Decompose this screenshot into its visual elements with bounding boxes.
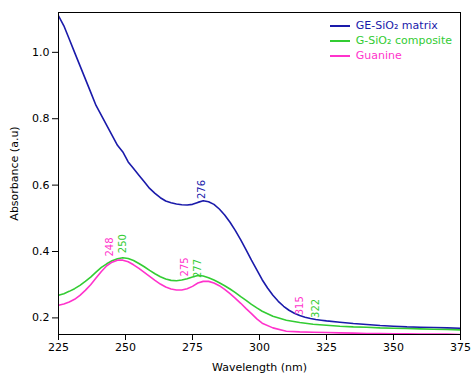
svg-text:0.2: 0.2: [32, 311, 50, 324]
svg-text:0.8: 0.8: [32, 112, 50, 125]
svg-text:250: 250: [115, 341, 136, 354]
svg-text:315: 315: [294, 296, 305, 315]
svg-text:322: 322: [310, 299, 321, 318]
svg-text:0.4: 0.4: [32, 245, 50, 258]
svg-text:Wavelength (nm): Wavelength (nm): [212, 361, 307, 374]
svg-text:350: 350: [383, 341, 404, 354]
svg-text:275: 275: [182, 341, 203, 354]
svg-text:325: 325: [316, 341, 337, 354]
svg-text:1.0: 1.0: [32, 46, 50, 59]
html-text:G-SiO₂ composite: G-SiO₂ composite: [355, 34, 452, 47]
html-text:Guanine: Guanine: [355, 49, 402, 62]
svg-text:300: 300: [249, 341, 270, 354]
html-text:GE-SiO₂ matrix: GE-SiO₂ matrix: [355, 19, 438, 32]
svg-text:277: 277: [192, 259, 203, 278]
svg-text:276: 276: [196, 180, 207, 199]
svg-text:Absorbance (a.u): Absorbance (a.u): [8, 126, 21, 220]
svg-text:248: 248: [104, 237, 115, 256]
svg-text:275: 275: [179, 257, 190, 276]
svg-text:250: 250: [117, 234, 128, 253]
svg-text:0.6: 0.6: [32, 179, 50, 192]
svg-text:225: 225: [48, 341, 69, 354]
svg-text:375: 375: [450, 341, 471, 354]
